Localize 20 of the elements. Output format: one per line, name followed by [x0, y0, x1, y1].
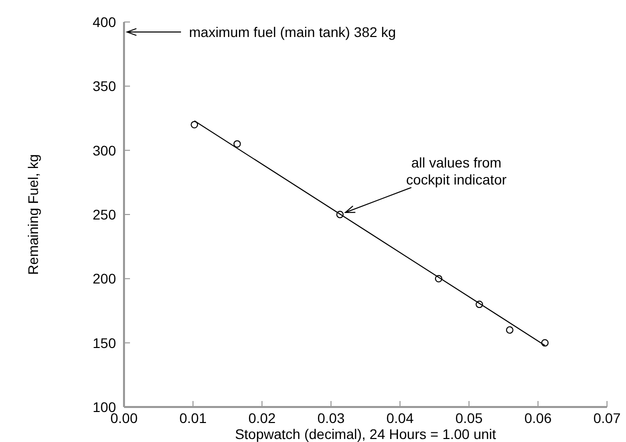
x-tick-label: 0.02 [248, 410, 276, 426]
x-tick-label: 0.03 [317, 410, 345, 426]
y-tick-label: 300 [92, 142, 116, 158]
point [233, 140, 241, 148]
x-tick-label: 0.07 [593, 410, 621, 426]
y-tick-label: 350 [92, 78, 116, 94]
x-axis-title: Stopwatch (decimal), 24 Hours = 1.00 unit [234, 426, 496, 442]
y-tick-label: 400 [92, 14, 116, 30]
annotation: maximum fuel (main tank) 382 kg [189, 24, 396, 40]
point [506, 326, 514, 334]
x-tick-label: 0.06 [524, 410, 552, 426]
y-tick-label: 150 [92, 334, 116, 351]
y-tick-label: 200 [92, 270, 116, 287]
y-axis-title: Remaining Fuel, kg [25, 154, 41, 275]
annotation: all values from cockpit indicator [406, 154, 507, 188]
x-tick-label: 0.01 [179, 410, 207, 426]
point [190, 120, 198, 128]
x-tick-label: 0.05 [455, 410, 483, 426]
y-tick-label: 250 [92, 206, 116, 222]
x-tick-label: 0.04 [386, 410, 414, 426]
